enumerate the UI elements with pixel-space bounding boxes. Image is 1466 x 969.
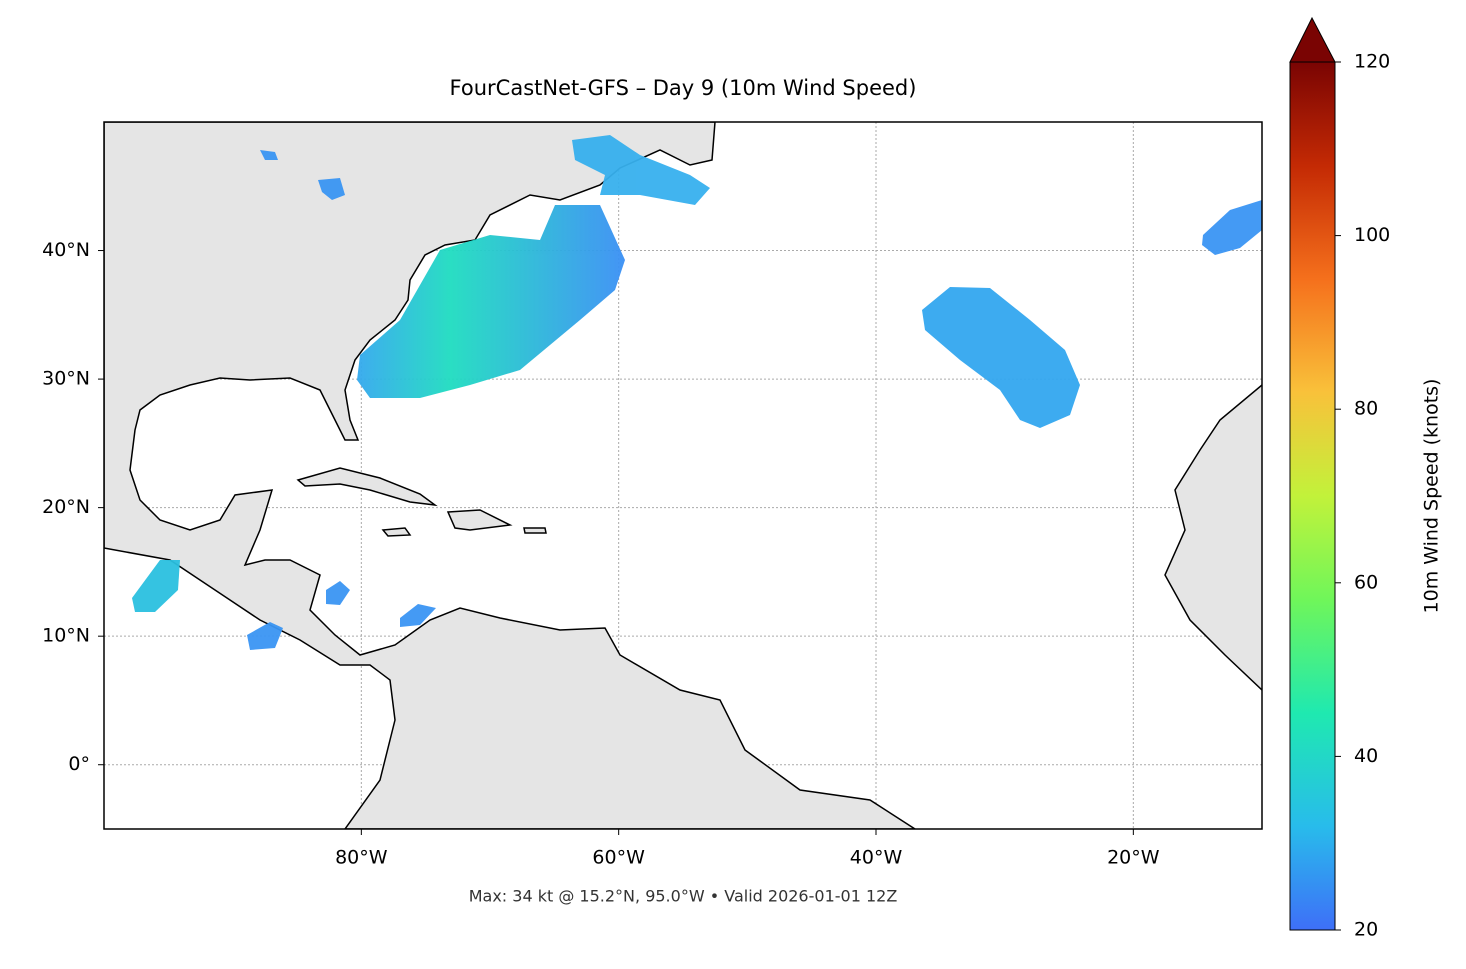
map-area <box>104 122 1262 829</box>
colorbar-tick-label: 60 <box>1354 571 1378 593</box>
wind-area <box>572 135 710 205</box>
wind-area <box>326 581 350 605</box>
y-tick-label: 40°N <box>42 239 90 261</box>
wind-area <box>922 287 1080 428</box>
wind-area <box>400 604 436 627</box>
colorbar-extension <box>1289 16 1336 63</box>
americas <box>104 122 917 829</box>
colorbar: 10m Wind Speed (knots) 20 40 60 80 100 120 <box>1289 16 1443 941</box>
jamaica <box>381 527 412 537</box>
colorbar-ramp <box>1289 61 1336 931</box>
wind-area <box>1202 200 1262 255</box>
colorbar-tick-label: 20 <box>1354 919 1378 941</box>
wind-area <box>318 178 345 200</box>
colorbar-tick-label: 80 <box>1354 398 1378 420</box>
wind-area <box>357 205 625 398</box>
colorbar-label: 10m Wind Speed (knots) <box>1421 379 1443 614</box>
colorbar-tick-label: 120 <box>1354 51 1390 73</box>
map-note: Max: 34 kt @ 15.2°N, 95.0°W • Valid 2026… <box>469 887 898 906</box>
y-tick-label: 10°N <box>42 625 90 647</box>
africa <box>1164 384 1262 691</box>
y-tick-label: 30°N <box>42 368 90 390</box>
map-title: FourCastNet-GFS – Day 9 (10m Wind Speed) <box>450 76 917 100</box>
x-tick-label: 20°W <box>1107 847 1160 869</box>
y-tick-label: 0° <box>68 753 90 775</box>
wind-area <box>260 150 278 160</box>
y-tick-label: 20°N <box>42 496 90 518</box>
cuba <box>296 467 438 507</box>
land <box>104 122 1262 829</box>
colorbar-tick-label: 40 <box>1354 745 1378 767</box>
colorbar-tick-label: 100 <box>1354 224 1390 246</box>
puerto-rico <box>523 527 547 534</box>
wind-area <box>247 622 283 650</box>
x-tick-label: 40°W <box>850 847 903 869</box>
hispaniola <box>446 509 513 531</box>
x-tick-label: 60°W <box>592 847 645 869</box>
x-tick-label: 80°W <box>335 847 388 869</box>
wind-field <box>132 135 1262 650</box>
map-frame <box>103 121 1263 830</box>
wind-area <box>132 560 180 612</box>
